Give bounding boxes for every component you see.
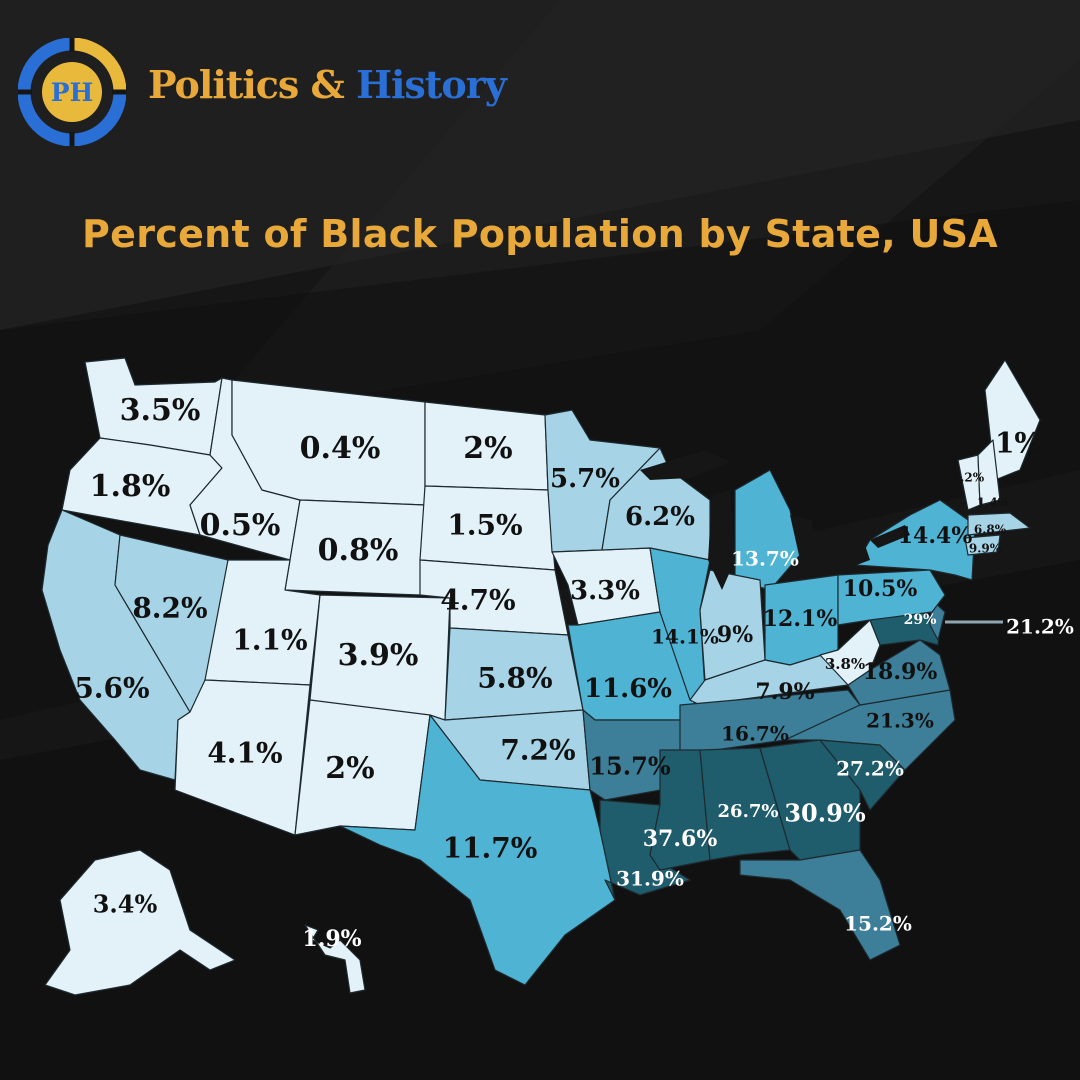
state-label-connecticut: 9.9% [969,542,1002,556]
state-label-pennsylvania: 10.5% [843,576,918,602]
brand-name-part2: History [356,62,507,107]
state-labels: 3.5% 1.8% 5.6% 0.5% 8.2% 0.4% 0.8% 1.1% 4.1% 3.9%… [74,393,1074,952]
state-label-new-hampshire: 1.4% [977,496,1010,510]
state-label-new-york: 14.4% [898,523,973,549]
brand-logo: PH [18,38,126,146]
brand-name-part1: Politics [148,62,299,107]
lake-3 [790,515,815,560]
state-label-south-dakota: 1.5% [447,509,522,542]
lake-1 [640,450,730,480]
state-label-wisconsin: 6.2% [625,502,695,532]
state-new-hampshire [977,439,1001,506]
state-alabama [699,747,791,861]
state-label-hawaii: 1.9% [302,926,361,952]
state-label-wyoming: 0.8% [318,533,399,568]
state-label-utah: 1.1% [232,624,307,657]
state-label-california: 5.6% [74,672,149,705]
brand-name: Politics & History [148,62,507,107]
state-label-south-carolina: 27.2% [836,757,904,781]
state-label-indiana: 9% [717,622,753,648]
state-label-missouri: 11.6% [584,674,672,704]
state-label-illinois: 14.1% [651,625,719,649]
state-label-oregon: 1.8% [90,469,171,504]
state-label-north-dakota: 2% [463,431,512,466]
state-connecticut [964,534,1001,556]
state-massachusetts [967,512,1031,536]
state-label-delaware: 21.2% [1006,615,1074,639]
state-label-texas: 11.7% [443,832,538,865]
state-label-arkansas: 15.7% [589,752,670,781]
state-label-colorado: 3.9% [338,638,419,673]
brand-monogram: PH [51,78,93,107]
state-michigan [734,469,801,591]
state-label-tennessee: 16.7% [721,722,789,746]
state-shapes [41,357,1041,996]
state-label-ohio: 12.1% [763,606,838,632]
state-label-maine: 1% [995,427,1041,460]
state-label-arizona: 4.1% [207,737,282,770]
lake-5 [870,525,910,548]
state-label-virginia: 18.9% [863,659,938,685]
page-title: Percent of Black Population by State, US… [81,212,998,256]
great-lakes [640,450,910,590]
state-label-iowa: 3.3% [570,576,640,606]
state-label-vermont: 1.2% [952,471,985,485]
state-label-kentucky: 7.9% [755,679,814,705]
state-label-kansas: 5.8% [477,662,552,695]
state-label-maryland: 29% [904,612,937,628]
state-label-massachusetts: 6.8% [974,523,1007,537]
state-label-idaho: 0.5% [200,508,281,543]
state-label-minnesota: 5.7% [550,464,620,494]
state-alaska [44,849,236,996]
state-label-alaska: 3.4% [93,890,158,919]
state-label-mississippi: 37.6% [643,826,718,852]
state-label-nevada: 8.2% [132,592,207,625]
state-label-louisiana: 31.9% [616,867,684,891]
state-label-new-mexico: 2% [325,751,374,786]
state-label-oklahoma: 7.2% [500,734,575,767]
state-label-georgia: 30.9% [784,799,865,828]
state-hawaii [304,924,366,994]
state-label-washington: 3.5% [120,393,201,428]
state-label-nebraska: 4.7% [440,584,515,617]
state-label-michigan: 13.7% [731,547,799,571]
state-texas [339,714,616,986]
state-label-florida: 15.2% [844,912,912,936]
lake-2 [708,490,735,590]
state-label-north-carolina: 21.3% [866,709,934,733]
state-label-alabama: 26.7% [718,801,779,822]
lake-4 [820,545,870,575]
state-florida [739,849,901,961]
state-label-west-virginia: 3.8% [825,655,865,673]
brand-name-ampersand: & [310,62,345,107]
state-arizona [174,679,311,836]
state-label-montana: 0.4% [300,431,381,466]
